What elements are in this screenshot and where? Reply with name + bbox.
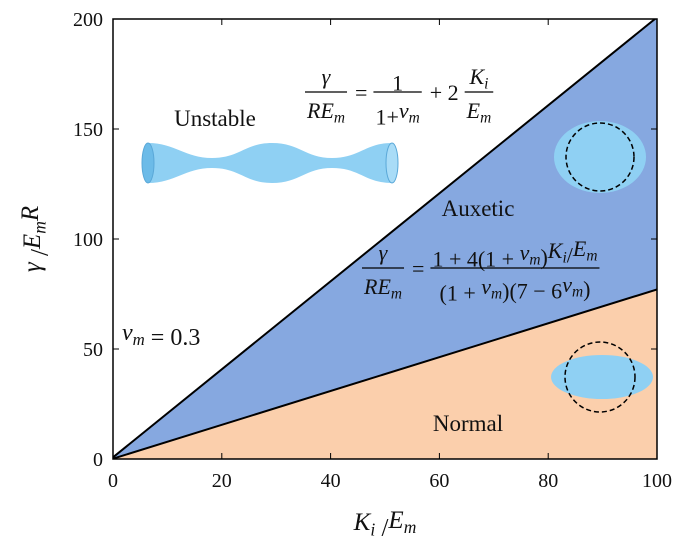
text-part: m	[29, 221, 49, 234]
text-part: m	[586, 248, 597, 265]
cylinder-end	[141, 142, 155, 184]
text-part: m	[133, 330, 145, 349]
boundary-line	[113, 288, 657, 459]
equation-numerator: γ	[379, 240, 389, 265]
equation-numerator: γ	[322, 64, 332, 89]
x-tick-label: 60	[429, 470, 449, 492]
x-tick-label: 100	[642, 470, 672, 492]
text-part: R	[17, 206, 44, 222]
x-axis-label: Ki /Em	[353, 507, 417, 542]
x-tick-label: 20	[212, 470, 232, 492]
equation-numerator: Ki	[468, 64, 488, 93]
text-part: E	[572, 236, 587, 261]
text-part: E	[387, 507, 403, 534]
y-tick-label: 200	[73, 9, 103, 31]
text-part: RE	[363, 274, 391, 299]
x-tick-label: 40	[321, 470, 341, 492]
text-part: )	[583, 277, 590, 302]
text-part: ν	[122, 320, 133, 346]
equation-text: =	[412, 256, 424, 281]
text-part: ν	[399, 98, 409, 123]
text-part: ν	[562, 272, 572, 297]
reference-circle	[564, 341, 636, 413]
text-part: K	[353, 509, 372, 536]
text-part: m	[409, 110, 420, 127]
region-fill	[113, 19, 657, 459]
text-part: K	[547, 238, 564, 263]
cylinder-icon	[141, 142, 399, 184]
cylinder-end	[385, 142, 399, 184]
text-part: /	[27, 249, 54, 262]
text-part: i	[562, 250, 566, 267]
text-part: RE	[306, 98, 334, 123]
y-tick-label: 150	[73, 119, 103, 141]
cylinder-body	[148, 143, 392, 183]
y-tick-label: 50	[83, 339, 103, 361]
text-part: E	[466, 98, 481, 123]
y-tick-label: 0	[93, 449, 103, 471]
annotation: νm = 0.3	[122, 320, 200, 351]
region-label: Auxetic	[442, 196, 515, 221]
text-part: ν	[481, 274, 491, 299]
text-part: m	[391, 286, 402, 303]
region-label: Unstable	[174, 106, 256, 131]
text-part: m	[491, 286, 502, 303]
text-part: K	[468, 64, 485, 89]
text-part: E	[19, 234, 46, 250]
text-part: /	[375, 514, 388, 541]
text-part: i	[370, 519, 375, 539]
y-tick-label: 100	[73, 229, 103, 251]
text-part: 1	[392, 71, 403, 96]
y-axis-label: γ /EmR	[17, 206, 54, 272]
icons	[141, 121, 653, 413]
equation-denominator: 1+νm	[375, 98, 419, 130]
plot-area: 0 20 40 60 80 100 0 50 100 150 200	[73, 9, 672, 492]
x-tick-label: 80	[538, 470, 558, 492]
series-group	[113, 19, 657, 459]
normal-ellipse	[551, 355, 653, 399]
text-part: 1+	[375, 105, 398, 130]
text-part: ν	[520, 240, 530, 265]
text-part: m	[480, 110, 491, 127]
reference-circle	[565, 122, 635, 192]
text-part: m	[334, 110, 345, 127]
equation-denominator: Em	[466, 98, 492, 127]
boundary-line	[113, 19, 657, 459]
text-part: /	[567, 243, 574, 268]
equation-denominator: (1 + νm)(7 − 6νm)	[440, 272, 591, 306]
auxetic-ellipse	[554, 121, 646, 193]
equation-denominator: REm	[306, 98, 345, 127]
text-part: m	[404, 517, 417, 537]
equation-text: =	[355, 80, 367, 105]
text-part: γ	[322, 64, 332, 89]
equation-numerator: 1	[392, 71, 403, 96]
text-part: m	[572, 284, 583, 301]
region-label: Normal	[433, 411, 503, 436]
equation-denominator: REm	[363, 274, 402, 303]
text-part: m	[529, 252, 540, 269]
text-part: (1 +	[440, 281, 482, 306]
equation-text: + 2	[430, 80, 459, 105]
text-part: )	[540, 245, 547, 270]
text-part: i	[484, 76, 488, 93]
text-part: γ	[19, 261, 46, 272]
x-tick-label: 0	[108, 470, 118, 492]
text-part: γ	[379, 240, 389, 265]
text-part: )(7 − 6	[502, 279, 562, 304]
text-part: = 0.3	[145, 325, 201, 351]
